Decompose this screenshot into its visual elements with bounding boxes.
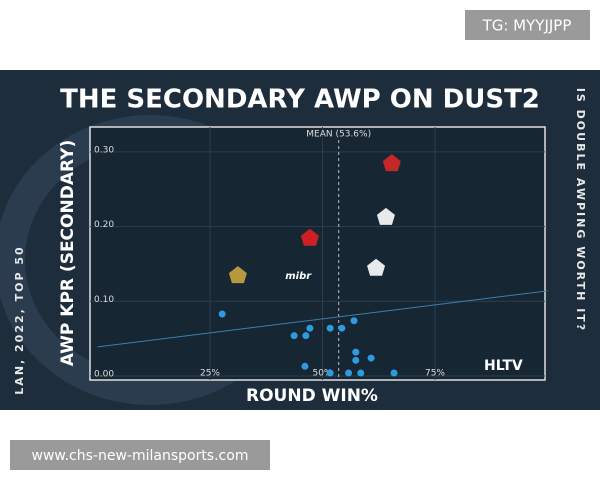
point (350, 317, 358, 325)
y-axis-label: AWP KPR (SECONDARY) (58, 140, 78, 366)
logo-point (300, 228, 319, 246)
plot-area (89, 126, 546, 381)
point (326, 369, 334, 377)
point (345, 369, 353, 377)
logo-point (376, 207, 395, 225)
watermark: www.chs-new-milansports.com (32, 448, 249, 464)
x-axis-label: ROUND WIN% (246, 386, 378, 406)
side-left: LAN, 2022, TOP 50 (13, 245, 26, 394)
point (352, 348, 360, 356)
side-right: IS DOUBLE AWPING WORTH IT? (574, 88, 587, 332)
logo-point (382, 154, 401, 172)
point (306, 324, 314, 332)
brand: HLTV (484, 358, 523, 374)
point (290, 332, 298, 340)
point (218, 310, 226, 318)
chart-title: THE SECONDARY AWP ON DUST2 (60, 85, 540, 115)
y-tick-label: 0.00 (94, 370, 114, 380)
point (367, 354, 375, 362)
point (301, 362, 309, 370)
x-tick-label: 25% (200, 369, 220, 379)
point (302, 332, 310, 340)
point (352, 356, 360, 364)
watermark-box (10, 440, 270, 470)
x-tick-label: 50% (312, 369, 332, 379)
mean-label: MEAN (53.6%) (306, 130, 371, 140)
logo-point (367, 258, 386, 276)
point (338, 324, 346, 332)
x-tick-label: 75% (425, 369, 445, 379)
trendline (97, 290, 548, 348)
point (357, 369, 365, 377)
tag-box (465, 10, 590, 40)
y-tick-label: 0.30 (94, 145, 114, 155)
point (390, 369, 398, 377)
logo-point (228, 266, 247, 284)
tag: TG: MYYJJPP (482, 17, 572, 35)
y-tick-label: 0.20 (94, 220, 114, 230)
logo-point: mibr (285, 271, 312, 282)
y-tick-label: 0.10 (94, 295, 114, 305)
point (326, 324, 334, 332)
